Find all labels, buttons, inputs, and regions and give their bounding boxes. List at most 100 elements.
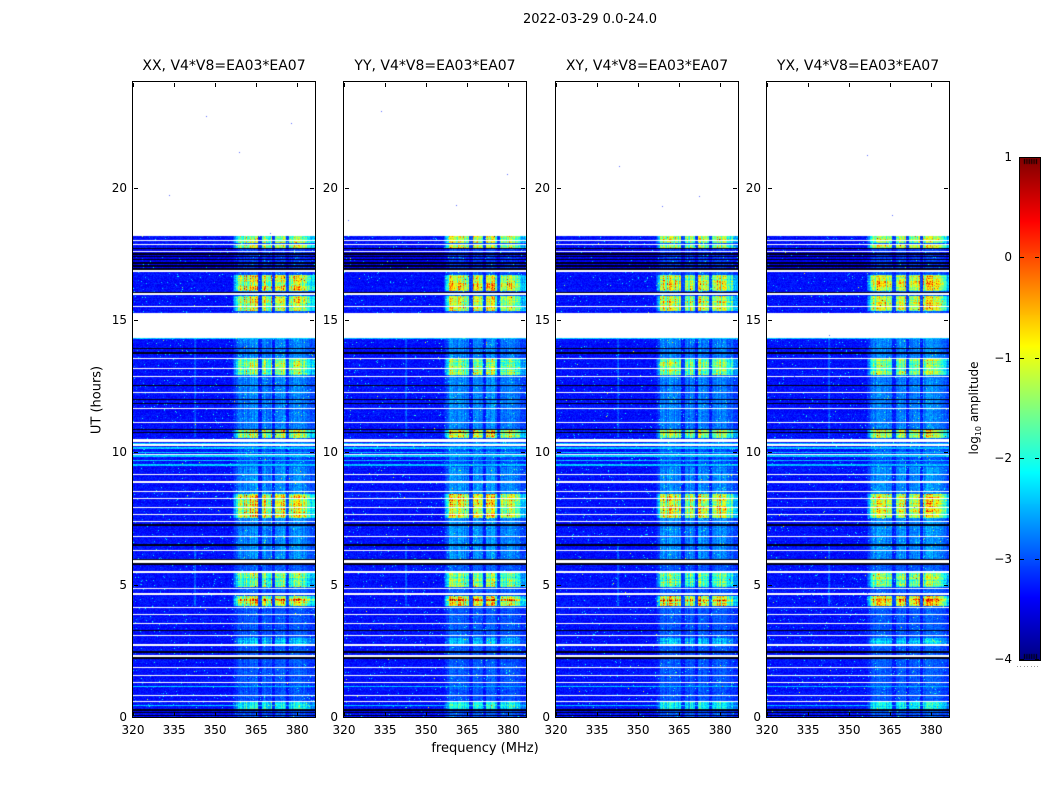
colorbar-tick-label: −1 [994, 350, 1012, 365]
colorbar-minor-dot [1017, 666, 1018, 667]
y-tick-label: 10 [745, 445, 761, 460]
x-tick-mark [556, 83, 557, 87]
y-tick-label: 10 [322, 445, 338, 460]
x-tick-mark [849, 712, 851, 716]
colorbar-tick-mark [1035, 659, 1039, 660]
y-tick-mark [557, 452, 561, 454]
x-tick-label: 380 [496, 723, 520, 737]
x-tick-mark [256, 83, 258, 87]
x-tick-label: 380 [285, 723, 309, 737]
panel-title-yy: YY, V4*V8=EA03*EA07 [354, 58, 516, 74]
spectrogram-canvas-yx [767, 82, 949, 717]
colorbar-tick-label: −2 [994, 451, 1012, 466]
x-tick-mark [638, 712, 640, 716]
colorbar-tick-mark [1020, 157, 1024, 158]
y-tick-mark [134, 452, 138, 454]
x-tick-mark [890, 712, 892, 716]
y-tick-label: 5 [542, 577, 550, 592]
x-tick-mark [467, 83, 469, 87]
colorbar-label: log10 amplitude [967, 362, 983, 455]
x-tick-mark [720, 83, 722, 87]
y-tick-label: 20 [745, 180, 761, 195]
y-tick-mark [733, 584, 737, 586]
colorbar-tick-mark [1020, 357, 1024, 359]
y-tick-mark [345, 187, 349, 189]
y-tick-mark [310, 584, 314, 586]
y-tick-mark [768, 584, 772, 586]
y-tick-label: 20 [534, 180, 550, 195]
y-tick-mark [557, 320, 561, 322]
x-tick-mark [133, 83, 134, 87]
y-tick-mark [557, 584, 561, 586]
colorbar-gradient-box [1019, 157, 1041, 661]
colorbar-minor-dot [1037, 666, 1039, 667]
y-tick-mark [557, 187, 561, 189]
x-tick-label: 365 [455, 723, 479, 737]
colorbar-minor-dot [1023, 666, 1025, 667]
x-tick-mark [679, 712, 681, 716]
spectrogram-canvas-xx [133, 82, 315, 717]
x-tick-mark [767, 83, 768, 87]
x-tick-label: 365 [878, 723, 902, 737]
y-tick-mark [345, 452, 349, 454]
y-tick-mark [345, 717, 349, 718]
y-tick-label: 0 [119, 710, 127, 724]
y-tick-mark [768, 717, 772, 718]
x-tick-mark [720, 712, 722, 716]
colorbar-tick-mark [1020, 659, 1024, 660]
x-tick-mark [467, 712, 469, 716]
colorbar-tick-mark [1035, 558, 1039, 560]
x-tick-label: 320 [755, 723, 779, 737]
y-tick-label: 15 [322, 313, 338, 328]
colorbar-tick-label: 1 [1004, 150, 1012, 164]
x-tick-mark [426, 83, 428, 87]
y-tick-label: 15 [745, 313, 761, 328]
x-tick-label: 335 [585, 723, 609, 737]
x-tick-label: 365 [244, 723, 268, 737]
colorbar-minor-dot [1027, 666, 1029, 667]
y-tick-label: 5 [330, 577, 338, 592]
colorbar-tick-label: −4 [994, 652, 1012, 666]
x-tick-mark [174, 83, 176, 87]
x-tick-mark [344, 83, 345, 87]
y-tick-label: 0 [330, 710, 338, 724]
y-tick-mark [733, 452, 737, 454]
x-tick-mark [808, 712, 810, 716]
y-tick-mark [521, 187, 525, 189]
x-axis-label: frequency (MHz) [431, 741, 539, 756]
x-tick-mark [215, 83, 217, 87]
x-tick-mark [256, 712, 258, 716]
x-tick-mark [890, 83, 892, 87]
spectrogram-frame-xy [555, 81, 739, 718]
y-tick-mark [944, 717, 948, 718]
x-tick-label: 380 [708, 723, 732, 737]
x-tick-label: 335 [796, 723, 820, 737]
y-tick-mark [310, 320, 314, 322]
spectrogram-frame-yx [766, 81, 950, 718]
y-tick-mark [134, 584, 138, 586]
y-tick-mark [768, 452, 772, 454]
x-tick-mark [767, 712, 768, 716]
spectrogram-frame-xx [132, 81, 316, 718]
y-tick-label: 0 [542, 710, 550, 724]
x-tick-mark [556, 712, 557, 716]
y-tick-mark [310, 187, 314, 189]
spectrogram-canvas-xy [556, 82, 738, 717]
x-tick-label: 335 [162, 723, 186, 737]
y-tick-label: 0 [753, 710, 761, 724]
x-tick-mark [597, 712, 599, 716]
y-axis-label: UT (hours) [89, 365, 105, 435]
y-tick-mark [310, 717, 314, 718]
x-tick-mark [597, 83, 599, 87]
y-tick-label: 10 [111, 445, 127, 460]
colorbar-tick-mark [1020, 558, 1024, 560]
colorbar-label-subscript: 10 [974, 425, 984, 437]
x-tick-mark [638, 83, 640, 87]
y-tick-mark [557, 717, 561, 718]
panel-title-xx: XX, V4*V8=EA03*EA07 [142, 58, 306, 74]
spectrogram-frame-yy [343, 81, 527, 718]
y-tick-mark [345, 320, 349, 322]
x-tick-mark [426, 712, 428, 716]
y-tick-mark [134, 320, 138, 322]
spectrogram-canvas-yy [344, 82, 526, 717]
